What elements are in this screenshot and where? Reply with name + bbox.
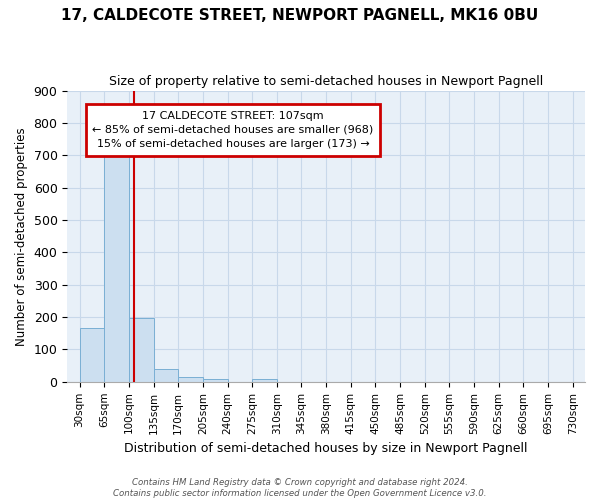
Title: Size of property relative to semi-detached houses in Newport Pagnell: Size of property relative to semi-detach… xyxy=(109,75,543,88)
Y-axis label: Number of semi-detached properties: Number of semi-detached properties xyxy=(15,127,28,346)
Bar xyxy=(203,379,227,382)
Text: Contains HM Land Registry data © Crown copyright and database right 2024.
Contai: Contains HM Land Registry data © Crown c… xyxy=(113,478,487,498)
Bar xyxy=(178,377,203,382)
Text: 17 CALDECOTE STREET: 107sqm
← 85% of semi-detached houses are smaller (968)
15% : 17 CALDECOTE STREET: 107sqm ← 85% of sem… xyxy=(92,111,374,149)
Bar xyxy=(154,369,178,382)
Bar xyxy=(80,328,104,382)
Bar xyxy=(252,378,277,382)
Text: 17, CALDECOTE STREET, NEWPORT PAGNELL, MK16 0BU: 17, CALDECOTE STREET, NEWPORT PAGNELL, M… xyxy=(61,8,539,22)
Bar xyxy=(104,142,129,382)
X-axis label: Distribution of semi-detached houses by size in Newport Pagnell: Distribution of semi-detached houses by … xyxy=(124,442,528,455)
Bar xyxy=(129,318,154,382)
